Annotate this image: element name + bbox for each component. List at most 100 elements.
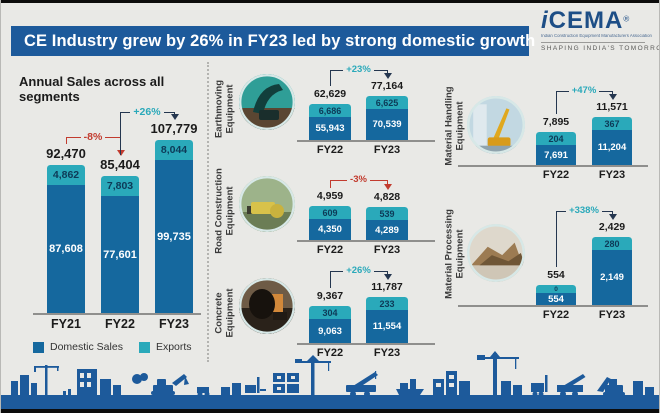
total-label: 92,470 (46, 146, 86, 161)
change-percent-label: +26% (330, 265, 387, 277)
category-label: FY23 (598, 309, 626, 321)
earthmoving-photo (239, 74, 295, 130)
registered-mark-icon: ® (623, 14, 630, 24)
main-title: CE Industry grew by 26% in FY23 led by s… (24, 32, 536, 50)
change-arrow-line (387, 271, 388, 274)
concrete-section: Concrete Equipment 304 9,063 9,367 FY22 233 1… (213, 265, 441, 362)
total-label: 7,895 (542, 115, 570, 128)
category-label: FY23 (598, 169, 626, 181)
title-banner: CE Industry grew by 26% in FY23 led by s… (11, 26, 535, 56)
stacked-bar: 539 4,289 (366, 207, 408, 240)
concrete-photo (239, 278, 295, 334)
exports-segment: 233 (366, 297, 408, 310)
stacked-bar: 609 4,350 (309, 206, 351, 240)
domestic-segment: 4,350 (309, 219, 351, 240)
category-label: FY23 (373, 347, 401, 359)
exports-segment: 6,686 (309, 104, 351, 117)
category-label: FY22 (105, 317, 135, 331)
exports-segment: 6,625 (366, 96, 408, 109)
stacked-bar: 304 9,063 (309, 306, 351, 343)
arrowhead-icon (384, 72, 392, 79)
road-construction-label: Road Construction Equipment (213, 168, 236, 254)
arrowhead-icon (609, 93, 617, 100)
material-handling-photo (467, 96, 525, 154)
exports-segment: 609 (309, 206, 351, 219)
exports-segment: 8,044 (155, 140, 193, 160)
axis-baseline (297, 343, 435, 345)
arrowhead-icon (171, 114, 179, 120)
exports-swatch (138, 341, 150, 353)
logo-brand: iCEMA® (541, 7, 630, 34)
change-percent-label: +338% (556, 205, 612, 217)
change-percent-label: -8% (66, 131, 120, 144)
exports-segment: 280 (592, 237, 632, 250)
stacked-bar: 233 11,554 (366, 297, 408, 343)
icema-logo: iCEMA® Indian Construction Equipment Man… (541, 7, 660, 52)
category-label: FY22 (316, 347, 344, 359)
axis-baseline (458, 305, 648, 307)
logo-tagline: SHAPING INDIA'S TOMORROW (541, 45, 660, 52)
category-label: FY23 (373, 144, 401, 156)
earthmoving-label: Earthmoving Equipment (213, 79, 236, 139)
logo-full-name: Indian Construction Equipment Manufactur… (541, 34, 652, 39)
axis-baseline (33, 313, 201, 315)
earthmoving-section: Earthmoving Equipment 6,686 55,943 62,629 F… (213, 62, 441, 160)
exports-segment: 539 (366, 207, 408, 220)
change-arrow-line (330, 271, 331, 288)
category-label: FY23 (159, 317, 189, 331)
material-processing-section: Material Processing Equipment 0 554 554 FY2… (444, 190, 657, 322)
exports-segment: 7,803 (101, 176, 139, 196)
total-label: 107,779 (150, 121, 198, 136)
earthmoving-chart: 6,686 55,943 62,629 FY22 6,625 70,539 77,164 FY… (297, 62, 437, 158)
domestic-segment: 70,539 (366, 109, 408, 140)
stacked-bar: 4,862 87,608 (47, 165, 85, 313)
domestic-segment: 7,691 (536, 145, 576, 165)
vertical-divider (207, 62, 209, 362)
total-label: 11,787 (371, 280, 403, 293)
arrowhead-icon (384, 273, 392, 280)
change-arrow-line (330, 180, 331, 188)
domestic-segment: 77,601 (101, 196, 139, 313)
frame-top (1, 0, 659, 3)
change-percent-label: +26% (120, 106, 174, 119)
construction-skyline (1, 351, 659, 409)
arrowhead-icon (117, 150, 125, 156)
change-arrow-line (556, 91, 557, 114)
domestic-segment: 11,554 (366, 310, 408, 343)
category-label: FY21 (51, 317, 81, 331)
total-label: 62,629 (313, 87, 347, 100)
change-arrow-line (66, 137, 67, 144)
total-label: 4,959 (316, 189, 344, 202)
exports-segment: 4,862 (47, 165, 85, 185)
logo-rule (541, 42, 645, 43)
annual-sales-title: Annual Sales across all segments (19, 74, 165, 104)
legend: Domestic Sales Exports (33, 341, 208, 353)
domestic-segment: 87,608 (47, 185, 85, 313)
change-arrow-line (120, 112, 121, 155)
change-percent-label: -3% (330, 174, 387, 186)
total-label: 2,429 (598, 220, 626, 233)
total-label: 4,828 (373, 190, 401, 203)
domestic-segment: 554 (536, 293, 576, 305)
exports-segment: 204 (536, 132, 576, 145)
material-handling-section: Material Handling Equipment 204 7,691 7,89… (444, 74, 657, 182)
domestic-sales-swatch (33, 341, 44, 353)
stacked-bar: 7,803 77,601 (101, 176, 139, 313)
domestic-segment: 4,289 (366, 220, 408, 240)
frame-bottom (1, 409, 659, 413)
category-label: FY23 (373, 244, 401, 256)
stacked-bar: 204 7,691 (536, 132, 576, 165)
change-arrow-line (556, 211, 557, 267)
concrete-label: Concrete Equipment (213, 288, 236, 338)
change-percent-label: +23% (330, 64, 387, 76)
exports-legend-label: Exports (155, 341, 192, 353)
arrowhead-icon (609, 213, 617, 220)
exports-segment: 0 (536, 285, 576, 293)
change-arrow-line (387, 70, 388, 73)
road-construction-chart: 609 4,350 4,959 FY22 539 4,289 4,828 FY23 -3% (297, 166, 437, 258)
road-construction-section: Road Construction Equipment 609 4,350 4,95… (213, 166, 441, 260)
total-label: 11,571 (596, 100, 628, 113)
category-label: FY22 (542, 309, 570, 321)
category-label: FY22 (316, 144, 344, 156)
